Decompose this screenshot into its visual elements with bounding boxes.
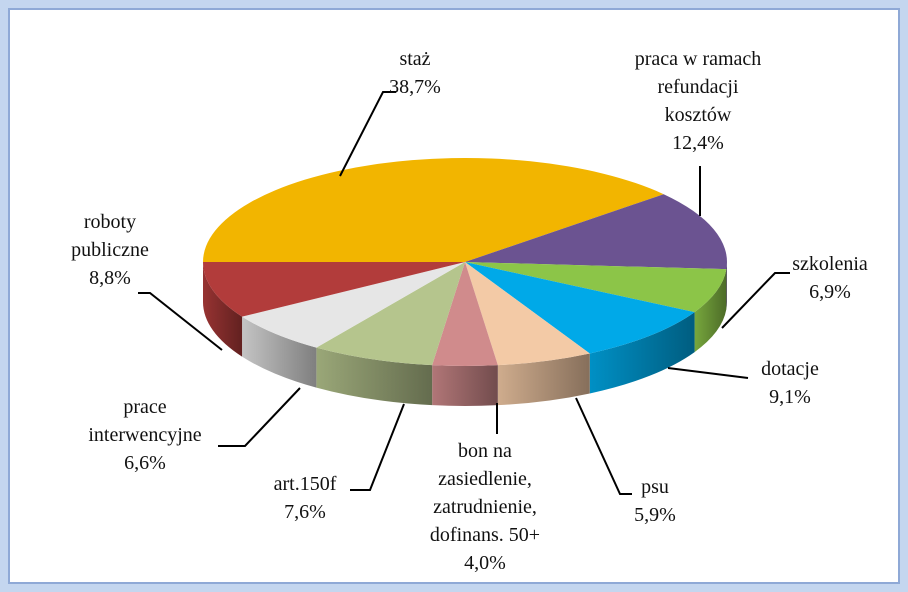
slice-side	[694, 269, 727, 353]
slice	[465, 194, 727, 270]
slice	[316, 262, 465, 366]
slice-side	[316, 347, 433, 406]
slice-label: roboty publiczne	[71, 211, 149, 261]
slice-label: staż	[399, 48, 430, 70]
slice	[203, 262, 465, 317]
slice-value-label: 5,9%	[634, 504, 676, 526]
slice-side	[726, 262, 727, 310]
slice-side	[203, 262, 243, 357]
slice-value-label: 9,1%	[769, 386, 811, 408]
leader-line	[339, 91, 396, 177]
slice-value-label: 7,6%	[284, 501, 326, 523]
slice-label: psu	[641, 476, 669, 498]
slice	[203, 158, 664, 262]
slice	[465, 262, 727, 313]
slice-label: art.150f	[274, 473, 337, 495]
slice-side	[589, 312, 695, 394]
slice-label: bon na zasiedlenie, zatrudnienie, dofinans.…	[430, 440, 540, 546]
slice-label: praca w ramach refundacji kosztów	[635, 48, 762, 126]
slice	[242, 262, 465, 348]
slice-value-label: 6,9%	[809, 281, 851, 303]
slice-side	[497, 353, 590, 406]
slice-value-label: 6,6%	[124, 452, 166, 474]
leader-line	[667, 367, 749, 379]
slice-label: prace interwencyjne	[88, 396, 201, 446]
leader-line	[575, 397, 632, 495]
leader-line	[721, 272, 790, 329]
slice-value-label: 38,7%	[389, 76, 441, 98]
leader-line	[138, 292, 223, 351]
slice-side	[432, 365, 498, 407]
slice	[432, 262, 498, 367]
slice-label: dotacje	[761, 358, 819, 380]
slice	[465, 262, 590, 366]
leader-line	[350, 403, 405, 491]
slice-value-label: 4,0%	[464, 552, 506, 574]
slice-value-label: 12,4%	[672, 132, 724, 154]
slice-value-label: 8,8%	[89, 267, 131, 289]
slice-side	[242, 316, 317, 388]
leader-line	[218, 387, 301, 447]
slice	[465, 262, 695, 354]
slice-label: szkolenia	[792, 253, 868, 275]
